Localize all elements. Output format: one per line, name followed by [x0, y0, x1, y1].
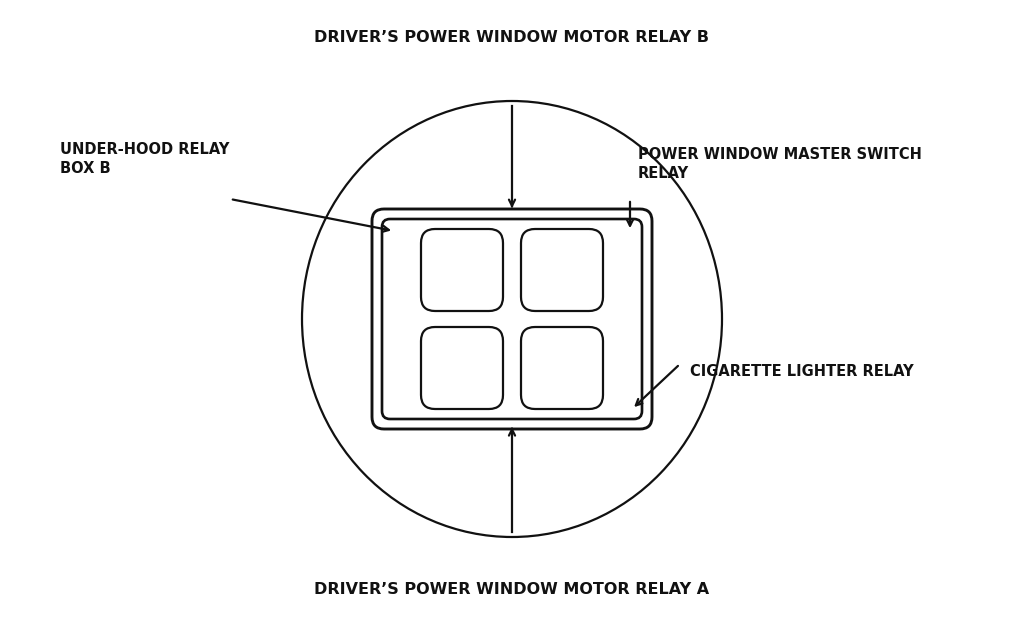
- FancyBboxPatch shape: [521, 327, 603, 409]
- FancyBboxPatch shape: [382, 219, 642, 419]
- Text: UNDER-HOOD RELAY
BOX B: UNDER-HOOD RELAY BOX B: [60, 142, 229, 176]
- Text: POWER WINDOW MASTER SWITCH
RELAY: POWER WINDOW MASTER SWITCH RELAY: [638, 147, 922, 181]
- FancyBboxPatch shape: [421, 229, 503, 311]
- Text: DRIVER’S POWER WINDOW MOTOR RELAY B: DRIVER’S POWER WINDOW MOTOR RELAY B: [314, 30, 710, 45]
- Ellipse shape: [302, 101, 722, 537]
- FancyBboxPatch shape: [372, 209, 652, 429]
- Text: CIGARETTE LIGHTER RELAY: CIGARETTE LIGHTER RELAY: [690, 363, 913, 378]
- FancyBboxPatch shape: [421, 327, 503, 409]
- FancyBboxPatch shape: [521, 229, 603, 311]
- Text: DRIVER’S POWER WINDOW MOTOR RELAY A: DRIVER’S POWER WINDOW MOTOR RELAY A: [314, 582, 710, 597]
